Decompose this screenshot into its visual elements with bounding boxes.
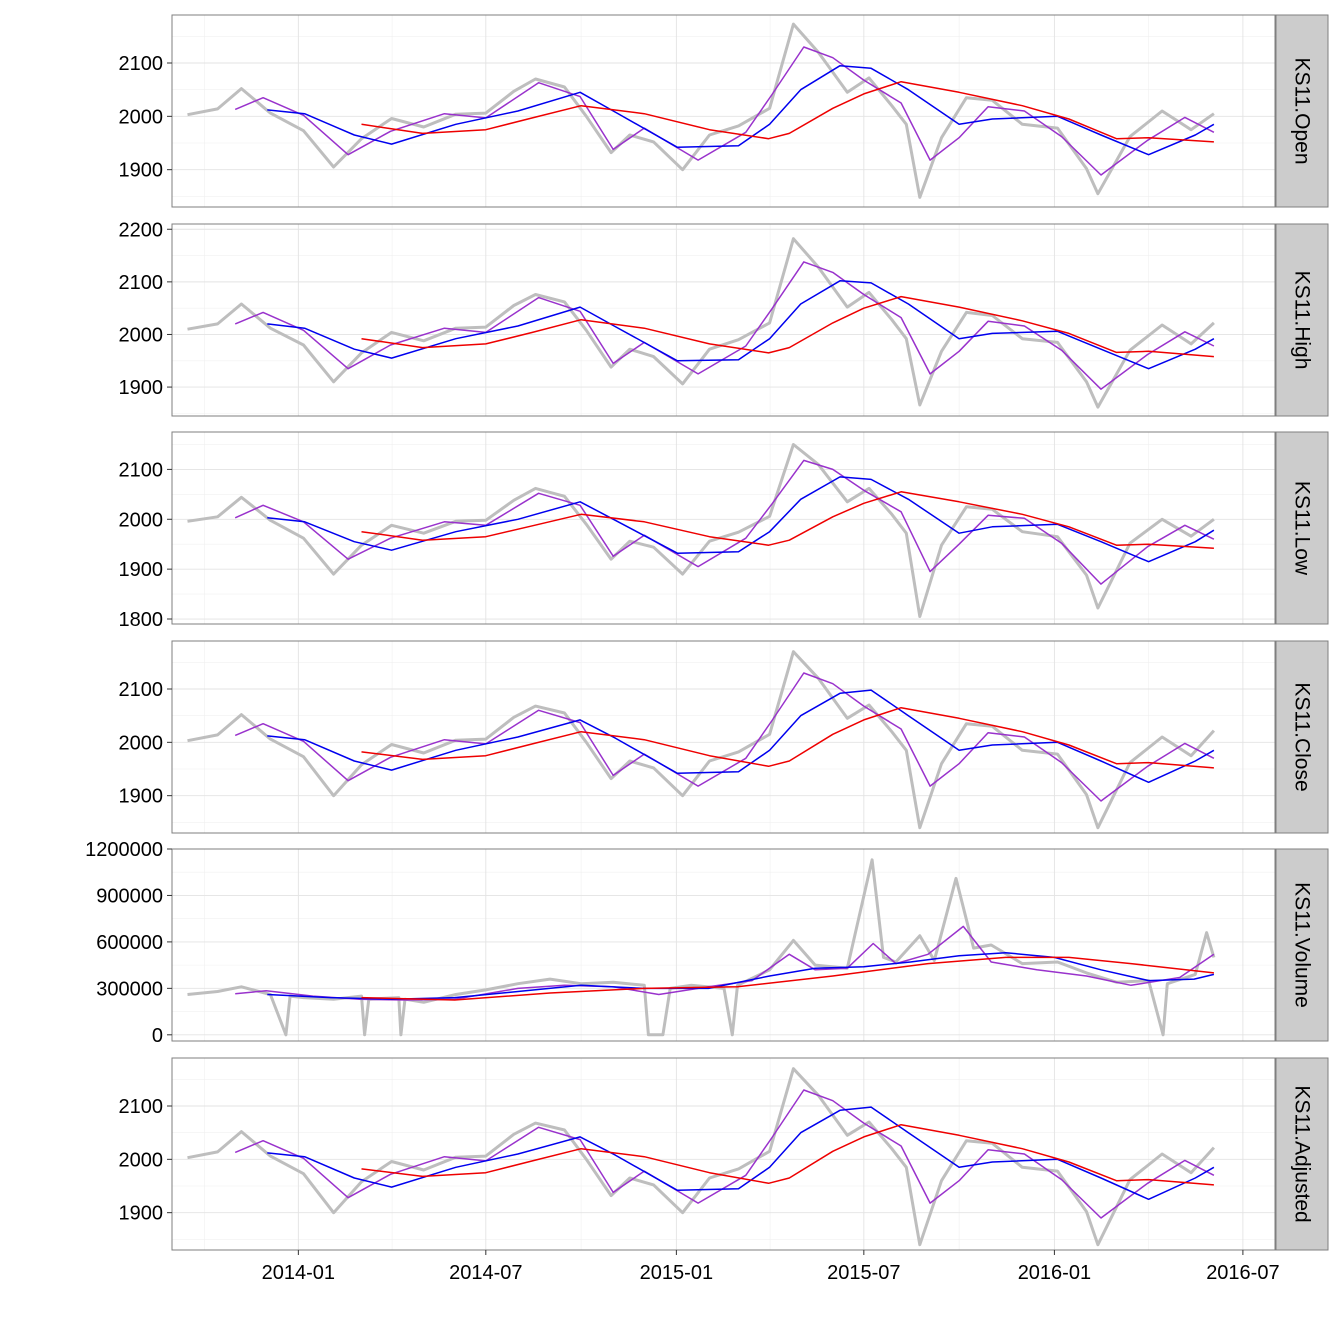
y-tick-label: 2200 [119,219,164,241]
short-ma-line [234,261,1215,390]
x-tick-label: 2014-07 [449,1262,522,1284]
y-tick-label: 1900 [119,1203,164,1225]
short-ma-line [234,1089,1215,1219]
y-tick-label: 2100 [119,1096,164,1118]
panel-border [171,848,1276,1042]
x-tick-label: 2015-01 [640,1262,713,1284]
mid-ma-line [267,689,1215,784]
y-tick-label: 2000 [119,106,164,128]
short-ma-line [234,459,1215,585]
x-axis: 2014-01 2014-07 2015-01 2015-07 2016-01 2016-… [262,1250,1280,1284]
y-tick-label: 2000 [119,509,164,531]
price-line [187,443,1215,618]
price-line [187,237,1215,409]
price-line [187,650,1216,830]
price-line [187,1067,1216,1247]
facet-strip [1275,848,1329,1042]
mid-ma-line [267,476,1215,563]
panel-ks11-volume: 0 300000 600000 900000 1200000 KS11.Volume [85,839,1329,1047]
short-ma-line [234,46,1215,176]
price-line [187,22,1215,199]
panel-ks11-open: 1900 2000 2100 KS11.Open [119,14,1329,208]
y-tick-label: 1900 [119,559,164,581]
facet-strip [1275,1057,1329,1251]
long-ma-line [361,956,1214,1001]
panel-border [171,1057,1276,1251]
y-tick-label: 2100 [119,679,164,701]
panel-ks11-close: 1900 2000 2100 KS11.Close [119,640,1329,834]
facet-strip [1275,223,1329,417]
facet-strip-label: KS11.Close [1291,682,1314,791]
mid-ma-line [267,64,1215,156]
y-tick-label: 1900 [119,377,164,399]
price-line [187,858,1216,1037]
panel-ks11-high: 1900 2000 2100 2200 KS11.High [119,219,1329,417]
mid-ma-line [267,951,1215,1000]
x-tick-label: 2016-01 [1018,1262,1091,1284]
long-ma-line [361,80,1214,143]
x-tick-label: 2016-07 [1206,1262,1279,1284]
y-tick-label: 2000 [119,732,164,754]
panel-background [172,1058,1275,1250]
panel-background [172,224,1275,416]
y-tick-label: 1200000 [85,839,163,861]
y-tick-label: 2100 [119,459,164,481]
facet-strip-label: KS11.Low [1291,481,1314,576]
panel-background [172,641,1275,833]
y-tick-label: 1900 [119,160,164,182]
y-tick-label: 1800 [119,609,164,631]
long-ma-line [361,1123,1214,1186]
y-tick-label: 900000 [96,885,163,907]
panel-border [171,223,1276,417]
short-ma-line [234,672,1215,802]
panel-background [172,849,1275,1041]
y-tick-label: 2000 [119,1149,164,1171]
mid-ma-line [267,1106,1215,1201]
facet-strip [1275,431,1329,625]
panel-border [171,640,1276,834]
y-tick-label: 2100 [119,272,164,294]
y-tick-label: 1900 [119,786,164,808]
panel-border [171,14,1276,208]
short-ma-line [235,925,1215,1001]
y-tick-label: 2100 [119,53,164,75]
panel-background [172,15,1275,207]
long-ma-line [361,706,1214,769]
panel-border [171,431,1276,625]
y-tick-label: 2000 [119,324,164,346]
facet-strip-label: KS11.Open [1291,57,1314,164]
facet-strip-label: KS11.Volume [1291,882,1314,1008]
facet-strip [1275,640,1329,834]
long-ma-line [361,295,1214,358]
panel-ks11-adjusted: 1900 2000 2100 KS11.Adjusted [119,1057,1329,1251]
y-tick-label: 0 [152,1025,163,1047]
panel-background [172,432,1275,624]
facet-strip [1275,14,1329,208]
mid-ma-line [267,280,1215,370]
y-tick-label: 600000 [96,932,163,954]
x-tick-label: 2014-01 [262,1262,335,1284]
x-tick-label: 2015-07 [827,1262,900,1284]
facet-strip-label: KS11.High [1291,271,1314,370]
facet-strip-label: KS11.Adjusted [1291,1085,1314,1222]
panel-ks11-low: 1800 1900 2000 2100 KS11.Low [119,431,1329,631]
long-ma-line [361,491,1214,549]
y-tick-label: 300000 [96,978,163,1000]
